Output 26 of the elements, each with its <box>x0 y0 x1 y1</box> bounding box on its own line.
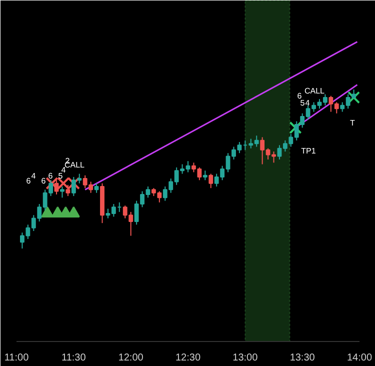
x-tick-label: 13:00 <box>232 352 258 364</box>
candlestick <box>208 173 214 189</box>
annotation: 4 <box>61 166 66 174</box>
annotation: TP1 <box>301 146 316 156</box>
annotation: CALL <box>304 86 326 96</box>
point <box>347 91 360 104</box>
annotation: 5 <box>58 172 64 180</box>
annotation: 6 <box>26 176 32 186</box>
annotation: 6 <box>297 92 302 100</box>
x-tick-label: 12:30 <box>175 352 201 364</box>
candlestick <box>202 170 208 181</box>
x-tick-label: 12:00 <box>118 352 144 364</box>
x-tick-label: 14:00 <box>346 352 372 364</box>
annotation: 6 <box>41 176 46 186</box>
x-tick-label: 11:30 <box>62 352 86 364</box>
annotation: 5 <box>300 98 306 108</box>
annotation: T <box>350 118 356 128</box>
point <box>289 121 302 134</box>
x-tick-label: 13:30 <box>290 352 316 364</box>
annotation: 6 <box>48 172 54 180</box>
candlestick <box>94 182 99 194</box>
annotation: 4 <box>31 172 36 180</box>
x-tick-label: 11:00 <box>4 352 30 364</box>
point <box>41 206 54 218</box>
annotation: 4 <box>305 98 310 108</box>
candlestick <box>60 186 64 198</box>
